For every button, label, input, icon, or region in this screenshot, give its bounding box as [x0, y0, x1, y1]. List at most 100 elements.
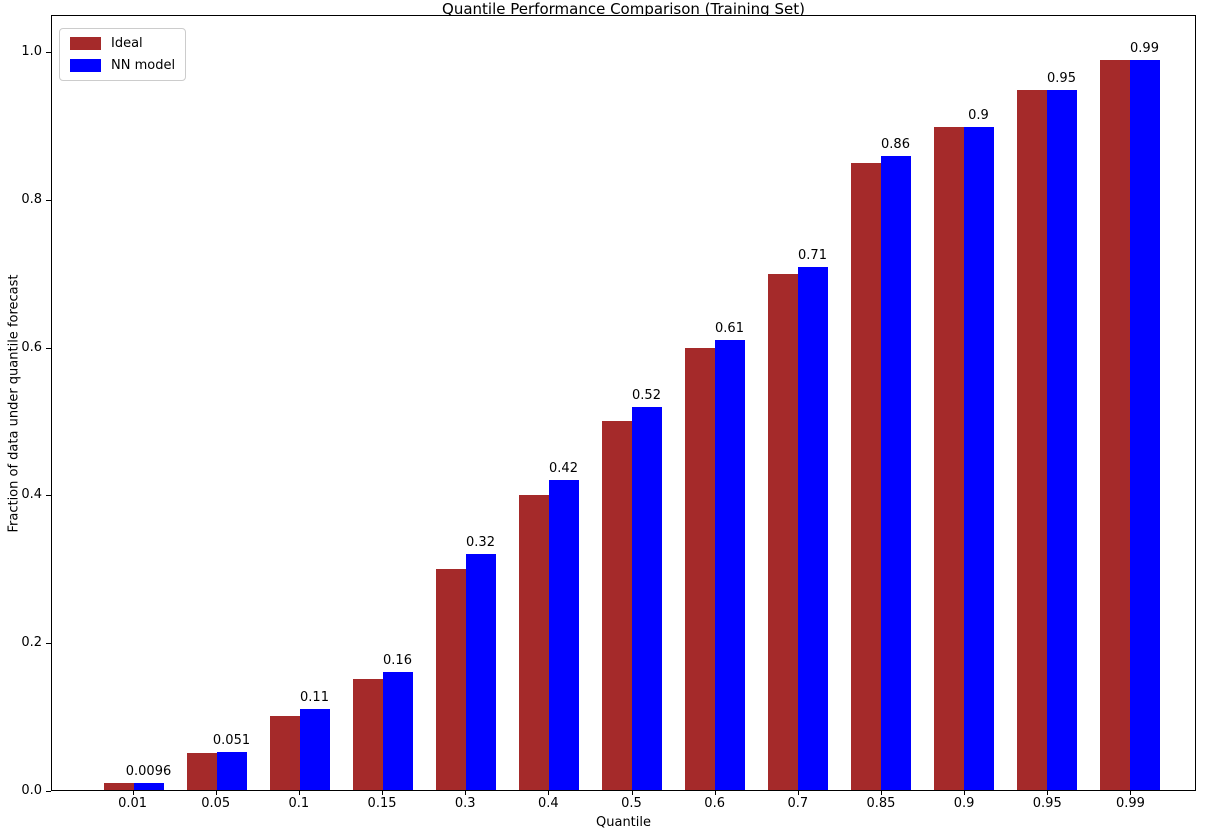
bar-pair: 0.61: [684, 16, 745, 790]
bar-group-0.4: 0.42: [507, 16, 590, 790]
bar-group-0.3: 0.32: [424, 16, 507, 790]
bar-ideal: [518, 495, 549, 790]
bar-value-label: 0.86: [881, 137, 910, 153]
bar-pair: 0.95: [1016, 16, 1077, 790]
bar-nn-model: [382, 672, 413, 790]
bar-pair: 0.9: [933, 16, 994, 790]
x-tick-mark: [1047, 791, 1049, 795]
x-tick-label: 0.05: [201, 796, 231, 811]
y-tick-mark: [46, 495, 51, 497]
legend-item-nn-model: NN model: [70, 58, 175, 73]
y-tick-label: 0.6: [21, 339, 42, 355]
bar-pair: 0.42: [518, 16, 579, 790]
plot-area: 0.0096 0.051 0.11 0.16 0.32 0.42 0.52 0.61 0.71 0…: [51, 15, 1196, 791]
y-tick-label: 0.8: [21, 191, 42, 207]
bar-nn-model: [797, 266, 828, 790]
bar-ideal: [1016, 89, 1047, 790]
x-tick-mark: [132, 791, 134, 795]
y-tick-mark: [46, 347, 51, 349]
bar-ideal: [352, 679, 383, 790]
bar-value-label: 0.95: [1047, 70, 1076, 86]
x-tick-label: 0.01: [118, 796, 148, 811]
bar-value-label: 0.11: [300, 689, 329, 705]
y-tick-label: 0.0: [21, 783, 42, 798]
bar-pair: 0.051: [186, 16, 251, 790]
bar-nn-model: [1046, 89, 1077, 790]
y-tick-mark: [46, 791, 51, 792]
bar-group-0.5: 0.52: [590, 16, 673, 790]
x-tick-mark: [298, 791, 300, 795]
bar-group-0.1: 0.11: [258, 16, 341, 790]
bar-value-label: 0.051: [212, 733, 251, 749]
legend-item-ideal: Ideal: [70, 36, 175, 51]
legend: Ideal NN model: [59, 28, 187, 81]
chart-title: Quantile Performance Comparison (Trainin…: [442, 0, 805, 18]
bar-ideal: [850, 163, 881, 790]
y-tick-label: 0.2: [21, 635, 42, 651]
x-tick-mark: [548, 791, 550, 795]
bar-pair: 0.99: [1099, 16, 1160, 790]
bar-ideal: [684, 347, 715, 790]
x-tick-mark: [382, 791, 384, 795]
bar-value-label: 0.16: [383, 653, 412, 669]
x-tick-mark: [215, 791, 217, 795]
bar-value-label: 0.99: [1130, 41, 1159, 57]
bar-group-0.9: 0.9: [922, 16, 1005, 790]
bar-group-0.99: 0.99: [1088, 16, 1171, 790]
bar-pair: 0.16: [352, 16, 413, 790]
bar-ideal: [601, 421, 632, 790]
x-tick-mark: [465, 791, 467, 795]
x-tick-label: 0.95: [1032, 796, 1062, 811]
x-tick-mark: [964, 791, 966, 795]
bar-nn-model: [1129, 60, 1160, 790]
y-tick-mark: [46, 199, 51, 201]
x-tick-label: 0.5: [621, 796, 642, 811]
bar-pair: 0.86: [850, 16, 911, 790]
x-tick-mark: [1130, 791, 1132, 795]
bar-nn-model: [880, 156, 911, 790]
bar-nn-model: [631, 406, 662, 790]
bar-pair: 0.32: [435, 16, 496, 790]
x-tick-mark: [880, 791, 882, 795]
x-tick-label: 0.1: [288, 796, 310, 811]
x-tick-mark: [797, 791, 799, 795]
bar-group-0.85: 0.86: [839, 16, 922, 790]
bar-nn-model: [548, 480, 579, 790]
y-tick-label: 0.4: [21, 487, 42, 503]
bar-ideal: [1099, 60, 1130, 790]
bar-nn-model: [133, 782, 164, 790]
x-axis-label: Quantile: [596, 815, 651, 830]
x-tick-label: 0.4: [538, 796, 559, 811]
bar-pair: 0.11: [269, 16, 330, 790]
x-tick-label: 0.85: [866, 796, 896, 811]
bar-group-0.05: 0.051: [175, 16, 258, 790]
bar-nn-model: [714, 340, 745, 790]
x-tick-label: 0.9: [953, 796, 975, 811]
bar-group-0.95: 0.95: [1005, 16, 1088, 790]
bar-nn-model: [963, 126, 994, 790]
bar-value-label: 0.9: [968, 107, 989, 123]
x-tick-label: 0.15: [367, 796, 397, 811]
y-tick-mark: [46, 51, 51, 53]
bar-nn-model: [465, 554, 496, 790]
bar-pair: 0.71: [767, 16, 828, 790]
bar-group-0.01: 0.0096: [92, 16, 175, 790]
bar-ideal: [269, 716, 300, 790]
bar-value-label: 0.32: [466, 535, 495, 551]
x-tick-label: 0.99: [1115, 796, 1145, 811]
x-tick-label: 0.6: [704, 796, 725, 811]
bar-ideal: [186, 753, 217, 790]
y-tick-mark: [46, 643, 51, 645]
bar-group-0.7: 0.71: [756, 16, 839, 790]
bar-ideal: [103, 782, 134, 790]
bar-group-0.15: 0.16: [341, 16, 424, 790]
bar-value-label: 0.42: [549, 461, 578, 477]
bar-group-0.6: 0.61: [673, 16, 756, 790]
x-tick-mark: [631, 791, 633, 795]
legend-label-nn-model: NN model: [111, 58, 176, 73]
legend-swatch-nn-model: [70, 59, 101, 72]
bars-container: 0.0096 0.051 0.11 0.16 0.32 0.42 0.52 0.61 0.71 0…: [92, 16, 1171, 790]
bar-pair: 0.52: [601, 16, 662, 790]
bar-value-label: 0.61: [715, 321, 744, 337]
